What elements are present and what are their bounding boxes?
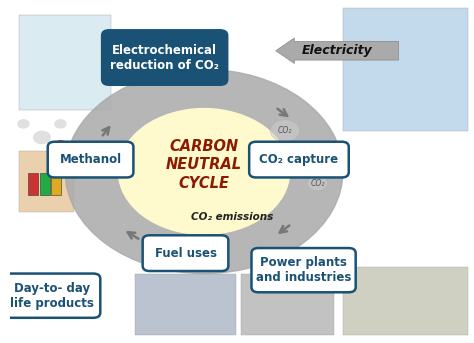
FancyBboxPatch shape [48, 142, 133, 177]
Text: CO₂ emissions: CO₂ emissions [191, 212, 273, 222]
Text: CO₂: CO₂ [296, 153, 311, 162]
Text: Power plants
and industries: Power plants and industries [256, 256, 351, 284]
Bar [40, 173, 50, 195]
Text: CO₂: CO₂ [310, 179, 325, 188]
Circle shape [76, 144, 87, 152]
FancyBboxPatch shape [343, 267, 468, 335]
Circle shape [118, 108, 290, 235]
Text: Day-to- day
life products: Day-to- day life products [10, 282, 94, 310]
Bar [51, 173, 62, 195]
FancyBboxPatch shape [343, 8, 468, 131]
FancyArrow shape [276, 38, 399, 63]
FancyBboxPatch shape [249, 142, 349, 177]
Circle shape [307, 176, 328, 191]
Text: Electricity: Electricity [302, 44, 373, 57]
Circle shape [55, 120, 66, 128]
FancyBboxPatch shape [135, 274, 237, 335]
Text: Electrochemical
reduction of CO₂: Electrochemical reduction of CO₂ [110, 44, 219, 72]
Text: CO₂ capture: CO₂ capture [259, 153, 338, 166]
Text: Fuel uses: Fuel uses [155, 247, 217, 260]
Circle shape [291, 149, 316, 167]
Circle shape [34, 131, 50, 144]
FancyBboxPatch shape [19, 15, 111, 110]
Circle shape [270, 120, 300, 142]
FancyBboxPatch shape [102, 30, 227, 85]
FancyBboxPatch shape [19, 151, 74, 212]
Text: CO₂: CO₂ [278, 126, 292, 135]
FancyBboxPatch shape [252, 248, 356, 292]
Text: CARBON
NEUTRAL
CYCLE: CARBON NEUTRAL CYCLE [166, 139, 242, 191]
FancyBboxPatch shape [241, 274, 334, 335]
Circle shape [51, 141, 70, 154]
Text: Methanol: Methanol [60, 153, 122, 166]
FancyBboxPatch shape [4, 274, 100, 318]
FancyBboxPatch shape [143, 235, 228, 271]
Bar [28, 173, 38, 195]
Circle shape [18, 120, 29, 128]
